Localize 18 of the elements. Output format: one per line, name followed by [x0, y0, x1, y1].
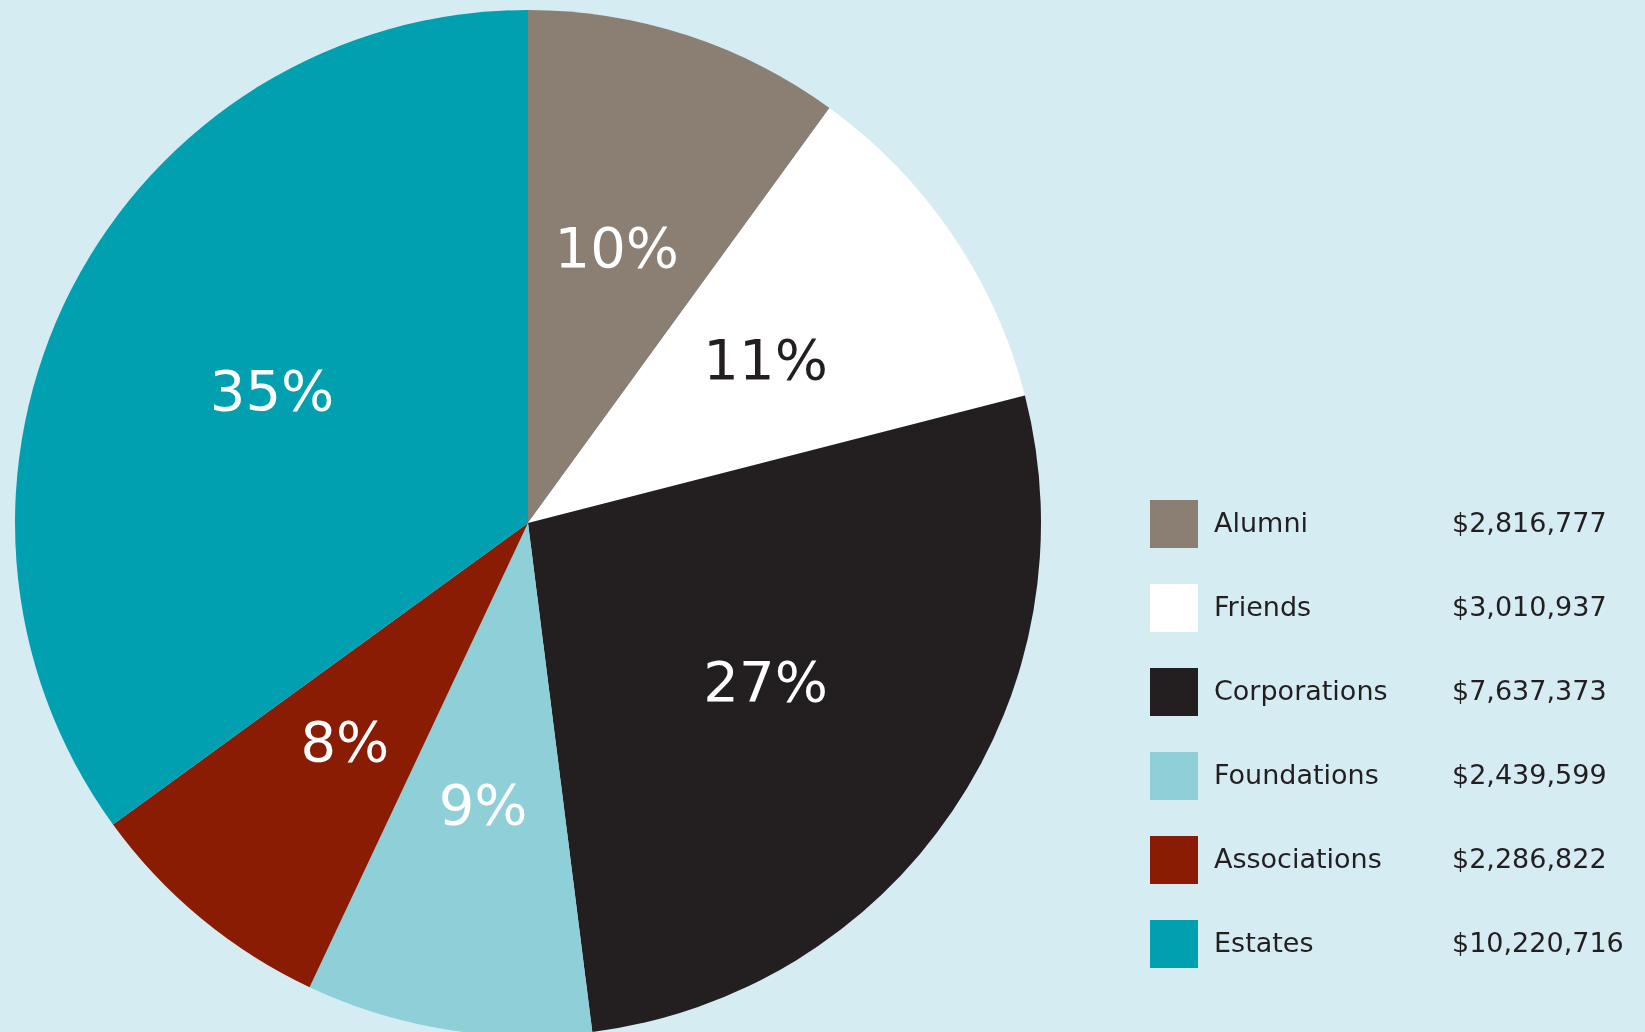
data-label: 10% — [554, 214, 680, 280]
text: $2,439,599 — [1452, 759, 1607, 790]
legend-label: Estates — [1214, 927, 1314, 958]
text: $10,220,716 — [1452, 927, 1624, 958]
legend-label: Alumni — [1214, 507, 1308, 538]
data-label: 35% — [209, 357, 335, 423]
data-label: 11% — [703, 326, 828, 392]
data-label: 27% — [703, 649, 828, 715]
legend-label: Friends — [1214, 591, 1312, 622]
data-label: 8% — [300, 709, 390, 775]
legend-label: Corporations — [1214, 675, 1388, 706]
text: $2,286,822 — [1452, 843, 1607, 874]
data-label: 9% — [438, 771, 528, 837]
legend-label: Associations — [1214, 843, 1382, 874]
text: $2,816,777 — [1452, 507, 1607, 538]
text: $3,010,937 — [1452, 591, 1607, 622]
legend-label: Foundations — [1214, 759, 1379, 790]
text: $7,637,373 — [1452, 675, 1607, 706]
